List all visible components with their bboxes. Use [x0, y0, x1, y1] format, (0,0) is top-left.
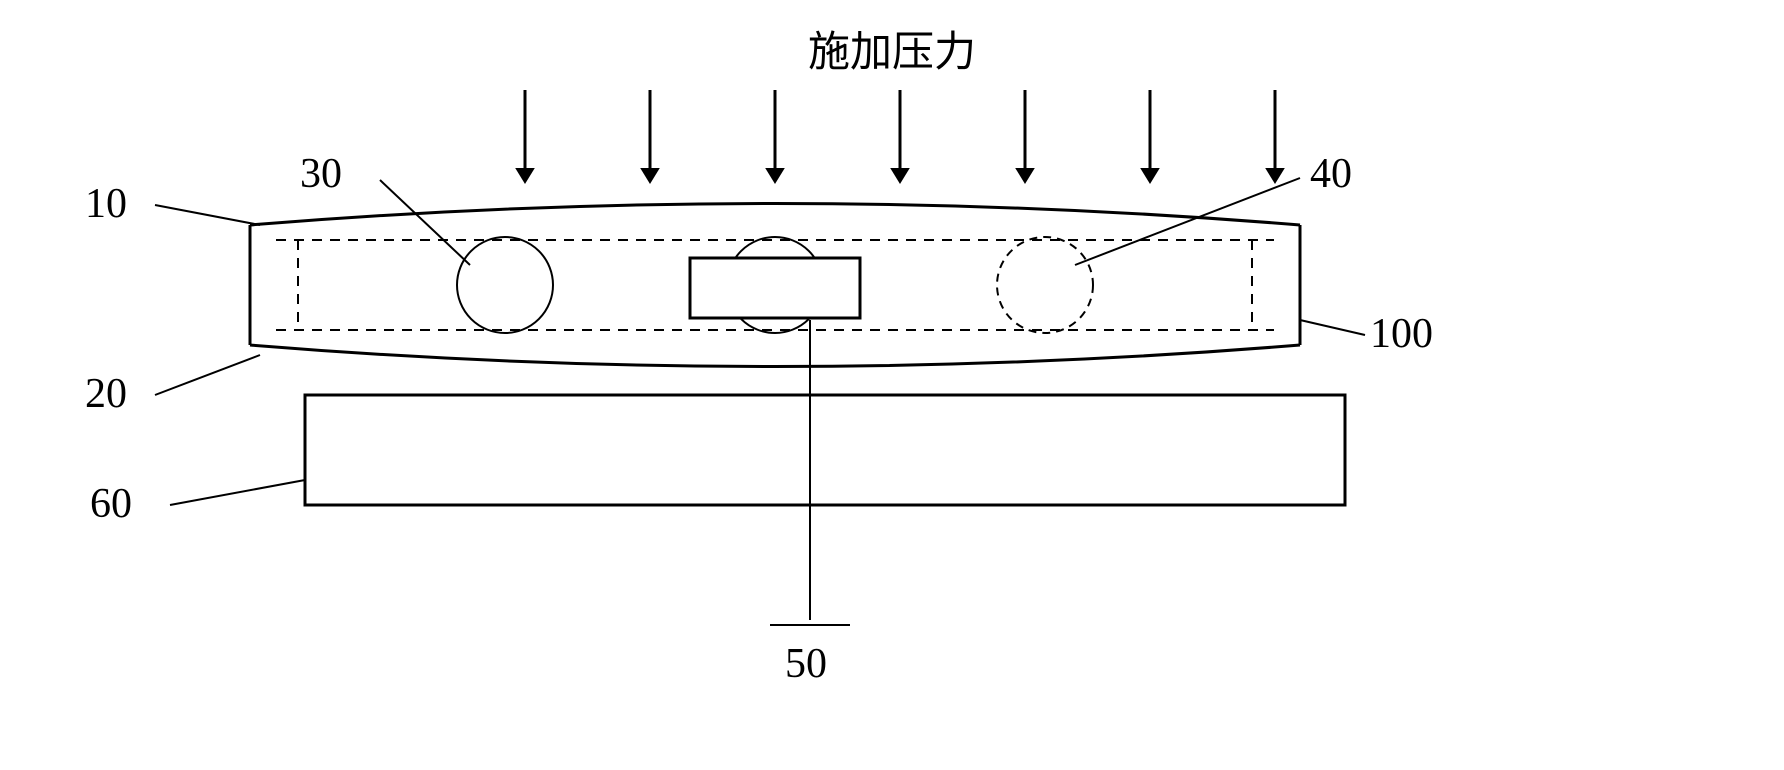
pressure-arrows [515, 90, 1285, 184]
base-rect [305, 395, 1345, 505]
diagram-svg [0, 0, 1784, 770]
label-20: 20 [85, 370, 127, 418]
label-50: 50 [785, 640, 827, 688]
label-40: 40 [1310, 150, 1352, 198]
label-10: 10 [85, 180, 127, 228]
label-60: 60 [90, 480, 132, 528]
center-rect [690, 258, 860, 318]
label-100: 100 [1370, 310, 1433, 358]
label-30: 30 [300, 150, 342, 198]
diagram-container: 施加压力 10 20 30 40 50 60 100 [0, 0, 1784, 770]
leader-lines [155, 178, 1365, 625]
